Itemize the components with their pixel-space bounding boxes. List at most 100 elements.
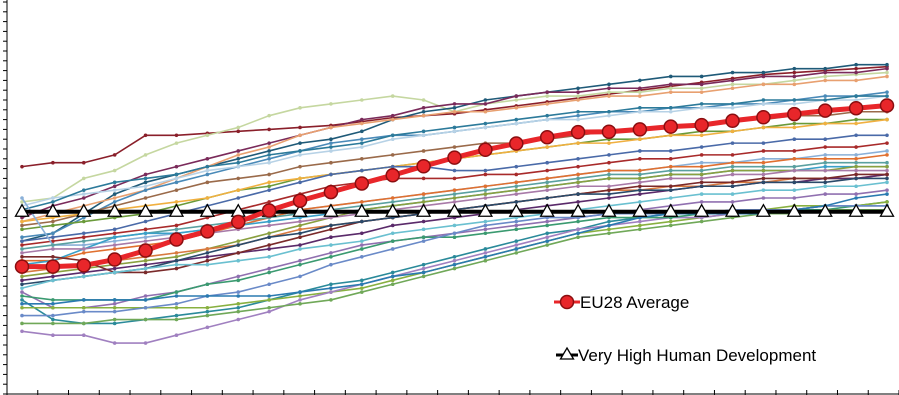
- series-15-point: [81, 251, 86, 255]
- series-5-point: [112, 196, 117, 200]
- series-4-point: [668, 82, 673, 87]
- series-19-point: [823, 168, 828, 173]
- series-30-point: [298, 274, 302, 279]
- series-2-point: [174, 141, 179, 145]
- series-29-point: [545, 223, 549, 228]
- series-5-point: [390, 117, 395, 122]
- series-31-point: [236, 309, 241, 314]
- series-6-point: [205, 172, 210, 177]
- series-23-point: [205, 251, 210, 255]
- series-12-point: [854, 133, 858, 138]
- series-12-point: [761, 141, 766, 145]
- series-24-point: [236, 258, 241, 263]
- series-3-point: [730, 70, 735, 75]
- vhhd-point: [663, 203, 679, 217]
- series-16-point: [545, 180, 549, 185]
- series-21-point: [298, 243, 302, 247]
- series-27-point: [267, 298, 271, 302]
- series-12-point: [20, 239, 24, 243]
- series-5-point: [761, 82, 766, 87]
- eu28-point: [787, 106, 802, 122]
- series-28-point: [452, 258, 457, 263]
- series-7-point: [854, 98, 858, 102]
- series-24-point: [761, 188, 766, 192]
- series-5-point: [514, 106, 519, 110]
- series-14-point: [112, 239, 117, 243]
- series-29-point: [483, 231, 488, 236]
- series-22-point: [885, 172, 889, 177]
- series-7-point: [329, 149, 333, 153]
- series-13-point: [761, 149, 766, 153]
- series-31-point: [390, 282, 395, 287]
- series-2-point: [638, 90, 642, 94]
- series-24-point: [638, 200, 642, 204]
- series-32-point: [607, 223, 611, 228]
- series-24-point: [267, 254, 271, 259]
- series-23-point: [298, 231, 302, 236]
- series-12-point: [143, 219, 148, 224]
- series-24-point: [823, 184, 828, 189]
- series-12-point: [823, 137, 828, 141]
- series-10-point: [267, 184, 271, 189]
- series-7-point: [267, 160, 271, 165]
- series-11-point: [267, 180, 271, 185]
- series-26-point: [236, 305, 241, 310]
- series-3-point: [576, 86, 580, 91]
- series-7-point: [174, 176, 179, 181]
- series-16-point: [823, 160, 828, 165]
- series-9-point: [360, 157, 364, 161]
- series-22-point: [792, 176, 797, 181]
- series-4-point: [730, 78, 735, 83]
- series-2-point: [267, 113, 271, 118]
- series-19-point: [267, 223, 271, 228]
- series-23-point: [699, 184, 704, 189]
- series-9-point: [143, 196, 148, 200]
- series-19-point: [20, 251, 24, 255]
- series-30-point: [20, 313, 24, 318]
- series-7-point: [143, 184, 148, 189]
- series-9-point: [20, 223, 24, 228]
- series-32-point: [143, 298, 148, 302]
- series-28-point: [143, 341, 148, 345]
- series-20-point: [174, 251, 179, 255]
- series-4-point: [545, 90, 549, 94]
- series-27-point: [205, 305, 210, 310]
- series-26-point: [483, 247, 488, 251]
- series-8-point: [298, 149, 302, 153]
- series-23-point: [514, 200, 519, 204]
- series-4-point: [452, 102, 457, 106]
- eu28-point: [478, 142, 493, 158]
- vhhd-point: [199, 203, 215, 217]
- series-2-point: [390, 94, 395, 98]
- series-22-point: [638, 184, 642, 189]
- series-18-point: [638, 176, 642, 181]
- series-8-point: [607, 109, 611, 114]
- series-2-point: [360, 98, 364, 102]
- series-1-point: [267, 127, 271, 132]
- series-1-point: [20, 164, 24, 169]
- series-16-point: [483, 188, 488, 192]
- series-7-point: [452, 129, 457, 134]
- series-32-point: [545, 239, 549, 243]
- series-22-point: [174, 266, 179, 271]
- series-21-point: [576, 200, 580, 204]
- eu28-point: [539, 129, 555, 145]
- series-12-point: [638, 149, 642, 153]
- series-14-point: [699, 160, 704, 165]
- eu28-point: [756, 109, 771, 125]
- series-2-point: [607, 90, 611, 94]
- vhhd-point: [292, 203, 308, 217]
- series-32-point: [885, 192, 889, 196]
- vhhd-point: [601, 203, 617, 217]
- series-24-point: [421, 227, 426, 232]
- series-24-point: [699, 192, 704, 196]
- series-32-point: [483, 254, 488, 259]
- series-27-point: [360, 286, 364, 290]
- series-5-point: [329, 125, 333, 130]
- series-13-point: [792, 149, 797, 153]
- series-30-point: [112, 309, 117, 314]
- series-15-point: [854, 157, 858, 161]
- series-4-point: [267, 141, 271, 145]
- series-11-point: [699, 133, 704, 138]
